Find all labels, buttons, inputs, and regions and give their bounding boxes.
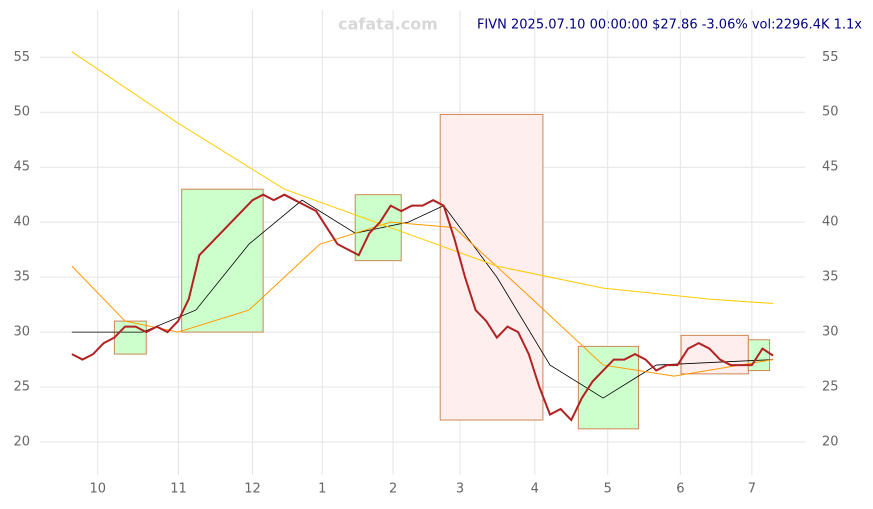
x-tick-label: 5 [604, 482, 612, 497]
x-tick-label: 1 [318, 482, 326, 497]
y-tick-label: 20 [822, 435, 839, 450]
x-tick-label: 3 [456, 482, 464, 497]
y-tick-label: 50 [822, 105, 839, 120]
y-tick-label: 35 [822, 270, 839, 285]
chart-title: FIVN 2025.07.10 00:00:00 $27.86 -3.06% v… [477, 18, 862, 33]
x-tick-label: 4 [531, 482, 539, 497]
y-tick-label: 45 [13, 160, 30, 175]
price-line [71, 193, 774, 422]
signal-box [577, 345, 640, 430]
y-tick-label: 55 [822, 50, 839, 65]
x-tick-label: 12 [244, 482, 261, 497]
y-tick-label: 20 [13, 435, 30, 450]
y-tick-label: 25 [13, 380, 30, 395]
y-tick-label: 30 [822, 325, 839, 340]
x-tick-label: 11 [170, 482, 187, 497]
y-tick-label: 55 [13, 50, 30, 65]
x-tick-label: 6 [676, 482, 684, 497]
price-line [71, 51, 774, 305]
y-tick-label: 45 [822, 160, 839, 175]
price-line [71, 199, 774, 399]
x-tick-label: 2 [389, 482, 397, 497]
signal-box [439, 113, 544, 421]
watermark: cafata.com [338, 15, 438, 34]
y-tick-label: 35 [13, 270, 30, 285]
price-line [71, 221, 774, 377]
y-tick-label: 25 [822, 380, 839, 395]
y-tick-label: 40 [13, 215, 30, 230]
y-tick-label: 40 [822, 215, 839, 230]
y-tick-label: 30 [13, 325, 30, 340]
y-tick-label: 50 [13, 105, 30, 120]
x-tick-label: 7 [748, 482, 756, 497]
signal-box [181, 188, 264, 333]
signal-box [354, 194, 402, 262]
x-tick-label: 10 [89, 482, 106, 497]
